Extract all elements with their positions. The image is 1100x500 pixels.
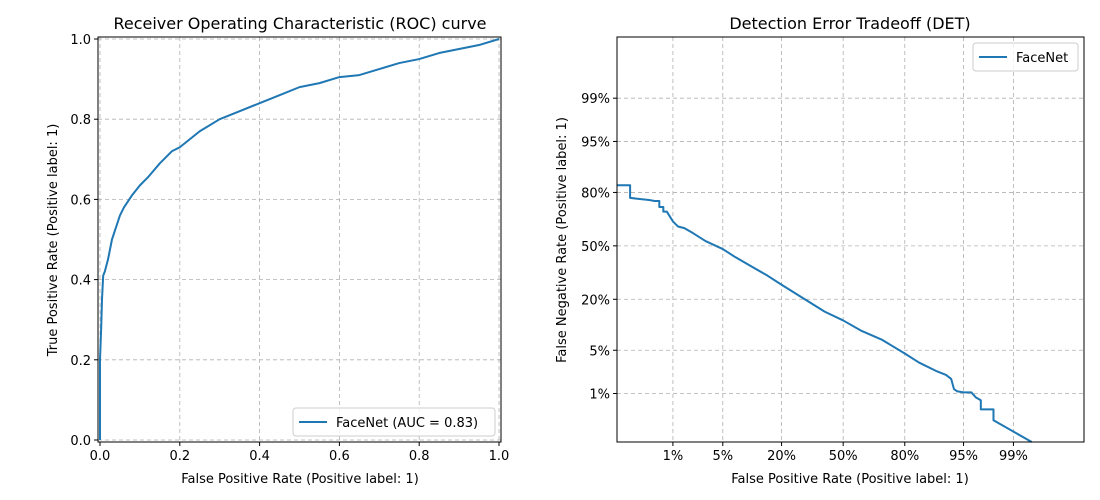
det-x-tick-label: 80% (890, 449, 919, 464)
det-axes-frame (616, 36, 1085, 443)
roc-x-tick-label: 0.2 (169, 449, 190, 464)
det-legend-box (972, 42, 1079, 72)
det-y-tick-label: 95% (581, 135, 610, 150)
det-x-tick-label: 20% (767, 449, 796, 464)
det-y-tick-label: 1% (589, 388, 610, 403)
roc-x-tick-label: 1.0 (489, 449, 510, 464)
roc-x-tick-label: 0.8 (409, 449, 430, 464)
det-legend: FaceNet (972, 42, 1079, 72)
roc-x-axis-label: False Positive Rate (Positive label: 1) (181, 472, 419, 487)
det-x-tick-label: 1% (663, 449, 684, 464)
det-curve-facenet (617, 184, 1033, 443)
det-grid (617, 37, 1084, 442)
roc-ticks: 0.0 0.2 0.4 0.6 0.8 1.0 0.0 0.2 0.4 0.6 0.8 1.0 (70, 33, 509, 464)
det-y-tick-label: 5% (589, 344, 610, 359)
roc-curve-facenet (99, 38, 500, 440)
det-x-axis-label: False Positive Rate (Positive label: 1) (731, 472, 969, 487)
det-chart: Detection Error Tradeoff (DET) 1% 5% 20% 50… (555, 14, 1085, 487)
roc-y-tick-label: 0.2 (70, 354, 91, 369)
roc-y-tick-label: 0.6 (70, 193, 91, 208)
roc-legend: FaceNet (AUC = 0.83) (292, 407, 496, 437)
roc-y-axis-label: True Positive Rate (Positive label: 1) (46, 124, 61, 358)
det-y-tick-label: 80% (581, 186, 610, 201)
det-y-tick-label: 20% (581, 293, 610, 308)
roc-y-tick-label: 0.4 (70, 274, 91, 289)
roc-chart: Receiver Operating Characteristic (ROC) … (46, 14, 509, 487)
det-y-tick-label: 50% (581, 240, 610, 255)
det-legend-label: FaceNet (1016, 51, 1068, 66)
roc-y-tick-label: 0.8 (70, 113, 91, 128)
roc-title: Receiver Operating Characteristic (ROC) … (113, 14, 486, 33)
roc-legend-label: FaceNet (AUC = 0.83) (336, 416, 478, 431)
roc-x-tick-label: 0.0 (90, 449, 111, 464)
det-x-tick-label: 5% (712, 449, 733, 464)
det-ticks: 1% 5% 20% 50% 80% 95% 99% 1% 5% 20% 50% 80% 95% 99% (581, 92, 1028, 464)
roc-legend-box (292, 407, 496, 437)
det-y-tick-label: 99% (581, 92, 610, 107)
roc-axes-frame (97, 36, 502, 443)
det-y-axis-label: False Negative Rate (Positive label: 1) (555, 117, 570, 363)
det-x-tick-label: 95% (949, 449, 978, 464)
roc-y-tick-label: 0.0 (70, 434, 91, 449)
roc-x-tick-label: 0.4 (249, 449, 270, 464)
det-x-tick-label: 99% (999, 449, 1028, 464)
roc-y-tick-label: 1.0 (70, 33, 91, 48)
roc-x-tick-label: 0.6 (329, 449, 350, 464)
det-x-tick-label: 50% (829, 449, 858, 464)
roc-grid (98, 37, 501, 442)
det-title: Detection Error Tradeoff (DET) (729, 14, 970, 33)
